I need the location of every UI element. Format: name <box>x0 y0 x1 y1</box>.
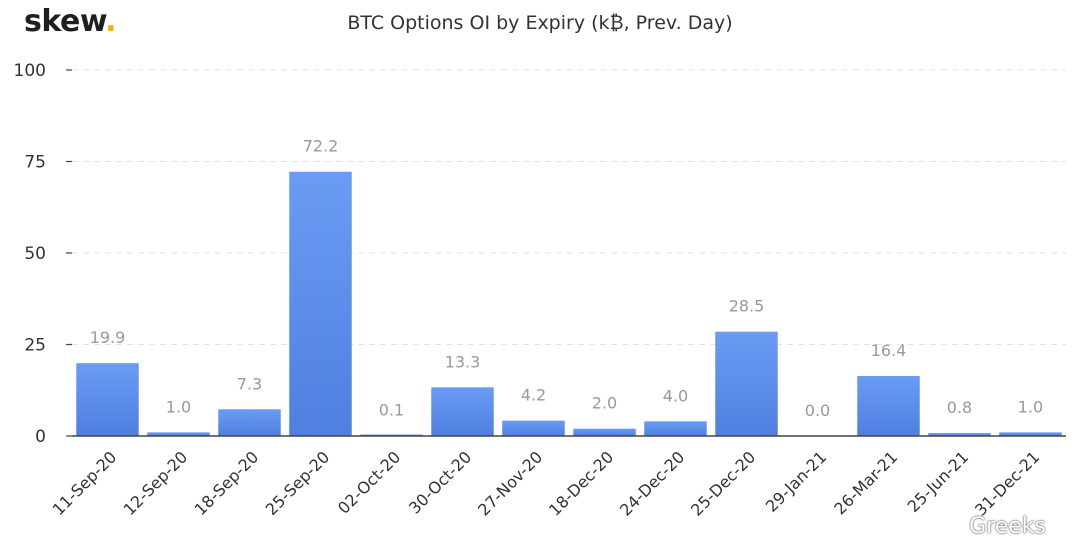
bar <box>573 428 636 436</box>
bar <box>218 409 281 436</box>
greeks-watermark: Greeks <box>969 514 1046 539</box>
bar <box>928 433 991 436</box>
bar <box>502 420 565 436</box>
data-label: 2.0 <box>592 394 617 413</box>
bar <box>715 331 778 436</box>
data-label: 4.2 <box>521 386 546 405</box>
x-tick-label: 26-Mar-21 <box>830 447 901 518</box>
bars <box>76 171 1062 437</box>
data-label: 13.3 <box>445 352 481 371</box>
x-tick-label: 30-Oct-20 <box>405 447 475 517</box>
x-axis: 11-Sep-20 12-Sep-20 18-Sep-20 25-Sep-20 02-O… <box>49 435 1066 520</box>
bar <box>431 387 494 436</box>
x-tick-label: 25-Dec-20 <box>687 447 759 519</box>
skew-logo: skew. <box>24 4 117 39</box>
x-tick-label: 31-Dec-21 <box>971 447 1043 519</box>
x-tick-label: 25-Jun-21 <box>904 447 973 516</box>
y-tick-label: 100 <box>14 61 46 81</box>
data-label: 28.5 <box>729 297 765 316</box>
data-label: 0.1 <box>379 401 404 420</box>
y-tick-label: 25 <box>24 336 46 356</box>
data-label: 16.4 <box>871 341 907 360</box>
data-label: 4.0 <box>663 386 688 405</box>
y-tick-label: 50 <box>24 244 46 264</box>
data-label: 19.9 <box>90 328 126 347</box>
logo-dot: . <box>105 4 117 39</box>
chart-title: BTC Options OI by Expiry (k₿, Prev. Day) <box>347 12 733 34</box>
data-labels: 19.9 1.0 7.3 72.2 0.1 13.3 4.2 2.0 4.0 28.5 0.0 16.… <box>90 137 1044 420</box>
x-tick-label: 27-Nov-20 <box>474 447 546 519</box>
y-tick-label: 75 <box>24 153 46 173</box>
bar <box>76 363 139 436</box>
data-label: 1.0 <box>166 397 191 416</box>
bar <box>999 432 1062 436</box>
data-label: 0.8 <box>947 398 972 417</box>
bar <box>360 434 423 436</box>
bar <box>289 171 352 437</box>
data-label: 1.0 <box>1018 397 1043 416</box>
x-tick-label: 18-Sep-20 <box>191 447 263 519</box>
grid-lines <box>72 69 1066 345</box>
x-tick-label: 29-Jan-21 <box>762 447 830 515</box>
x-tick-label: 12-Sep-20 <box>120 447 192 519</box>
logo-text: skew <box>24 4 106 39</box>
y-tick-label: 0 <box>35 427 46 447</box>
bar <box>857 375 920 436</box>
bar <box>644 421 707 436</box>
data-label: 72.2 <box>303 137 339 156</box>
x-tick-label: 18-Dec-20 <box>545 447 617 519</box>
data-label: 7.3 <box>237 374 262 393</box>
data-label: 0.0 <box>805 401 830 420</box>
x-tick-label: 11-Sep-20 <box>49 447 121 519</box>
bar <box>147 432 210 436</box>
x-tick-label: 24-Dec-20 <box>616 447 688 519</box>
x-tick-label: 02-Oct-20 <box>334 447 404 517</box>
y-axis: 0 25 50 75 100 <box>14 61 72 447</box>
x-tick-label: 25-Sep-20 <box>262 447 334 519</box>
